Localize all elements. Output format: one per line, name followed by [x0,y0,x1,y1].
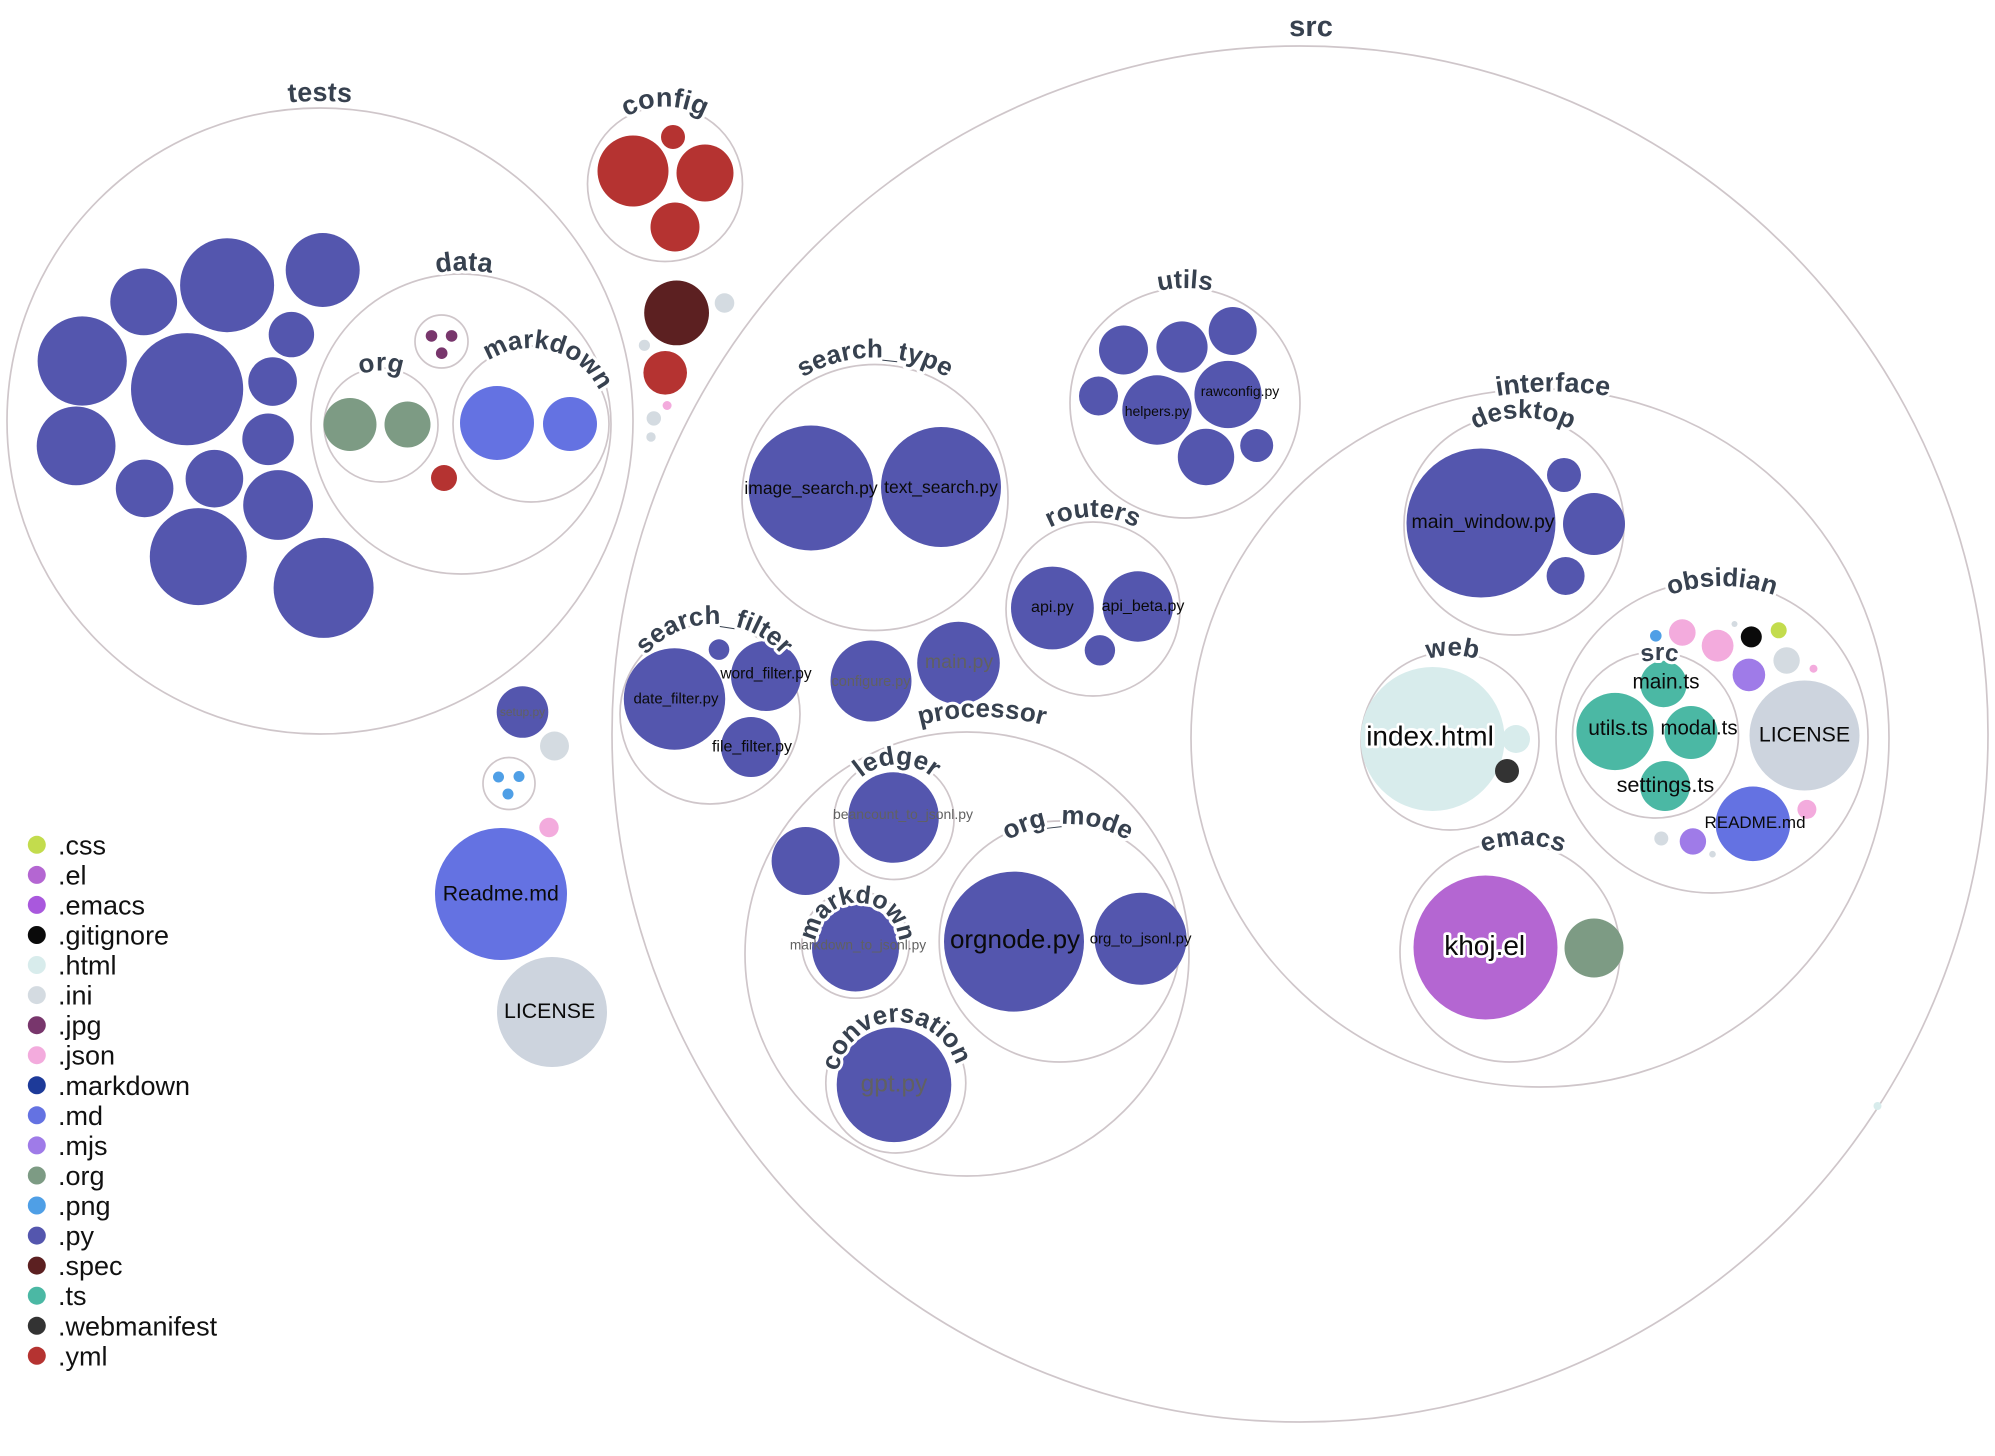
svg-text:beancount_to_jsonl.py: beancount_to_jsonl.py [833,806,973,822]
svg-text:.py: .py [58,1221,95,1251]
svg-text:.mjs: .mjs [58,1131,108,1161]
svg-text:interface: interface [1493,367,1612,402]
svg-text:.md: .md [58,1101,103,1131]
svg-text:.el: .el [58,860,87,890]
svg-text:web: web [1422,631,1482,664]
svg-text:README.md: README.md [1704,813,1805,832]
svg-text:.markdown: .markdown [58,1071,190,1101]
svg-text:.json: .json [58,1041,115,1071]
svg-text:rawconfig.py: rawconfig.py [1201,383,1280,399]
svg-text:modal.ts: modal.ts [1660,718,1737,740]
svg-text:data: data [433,246,495,279]
svg-text:.png: .png [58,1191,111,1221]
svg-text:src: src [1638,639,1680,668]
svg-text:.webmanifest: .webmanifest [58,1311,218,1341]
svg-text:index.html: index.html [1366,721,1494,752]
svg-text:image_search.py: image_search.py [744,478,878,499]
svg-text:main_window.py: main_window.py [1411,511,1554,533]
svg-text:.spec: .spec [58,1251,123,1281]
svg-text:helpers.py: helpers.py [1125,403,1190,419]
svg-text:.jpg: .jpg [58,1011,102,1041]
svg-text:api.py: api.py [1031,599,1074,616]
svg-text:org_to_jsonl.py: org_to_jsonl.py [1090,931,1192,948]
svg-text:main.py: main.py [925,651,994,673]
svg-text:utils: utils [1155,264,1216,297]
svg-text:.yml: .yml [58,1341,108,1371]
svg-text:date_filter.py: date_filter.py [633,691,719,708]
svg-text:markdown_to_jsonl.py: markdown_to_jsonl.py [790,938,926,953]
svg-text:file_filter.py: file_filter.py [712,739,792,756]
svg-text:LICENSE: LICENSE [504,999,595,1023]
svg-text:.org: .org [58,1161,105,1191]
svg-text:tests: tests [286,77,353,108]
svg-text:setup.py: setup.py [500,705,545,719]
svg-text:configure.py: configure.py [832,674,912,690]
svg-text:.css: .css [58,830,106,860]
svg-text:src: src [1289,11,1333,43]
svg-text:.emacs: .emacs [58,890,145,920]
svg-text:LICENSE: LICENSE [1759,723,1850,747]
svg-text:orgnode.py: orgnode.py [950,924,1080,954]
svg-text:khoj.el: khoj.el [1444,930,1525,961]
svg-text:api_beta.py: api_beta.py [1102,598,1185,615]
svg-text:settings.ts: settings.ts [1617,772,1715,797]
svg-text:main.ts: main.ts [1632,671,1699,694]
svg-text:.gitignore: .gitignore [58,921,169,951]
svg-text:org: org [355,347,407,380]
svg-text:word_filter.py: word_filter.py [719,666,812,683]
svg-text:.ts: .ts [58,1281,87,1311]
svg-text:utils.ts: utils.ts [1588,717,1648,740]
svg-text:text_search.py: text_search.py [884,477,998,498]
svg-text:.ini: .ini [58,981,93,1011]
svg-text:gpt.py: gpt.py [861,1071,928,1098]
svg-text:Readme.md: Readme.md [443,882,559,906]
svg-text:.html: .html [58,951,117,981]
